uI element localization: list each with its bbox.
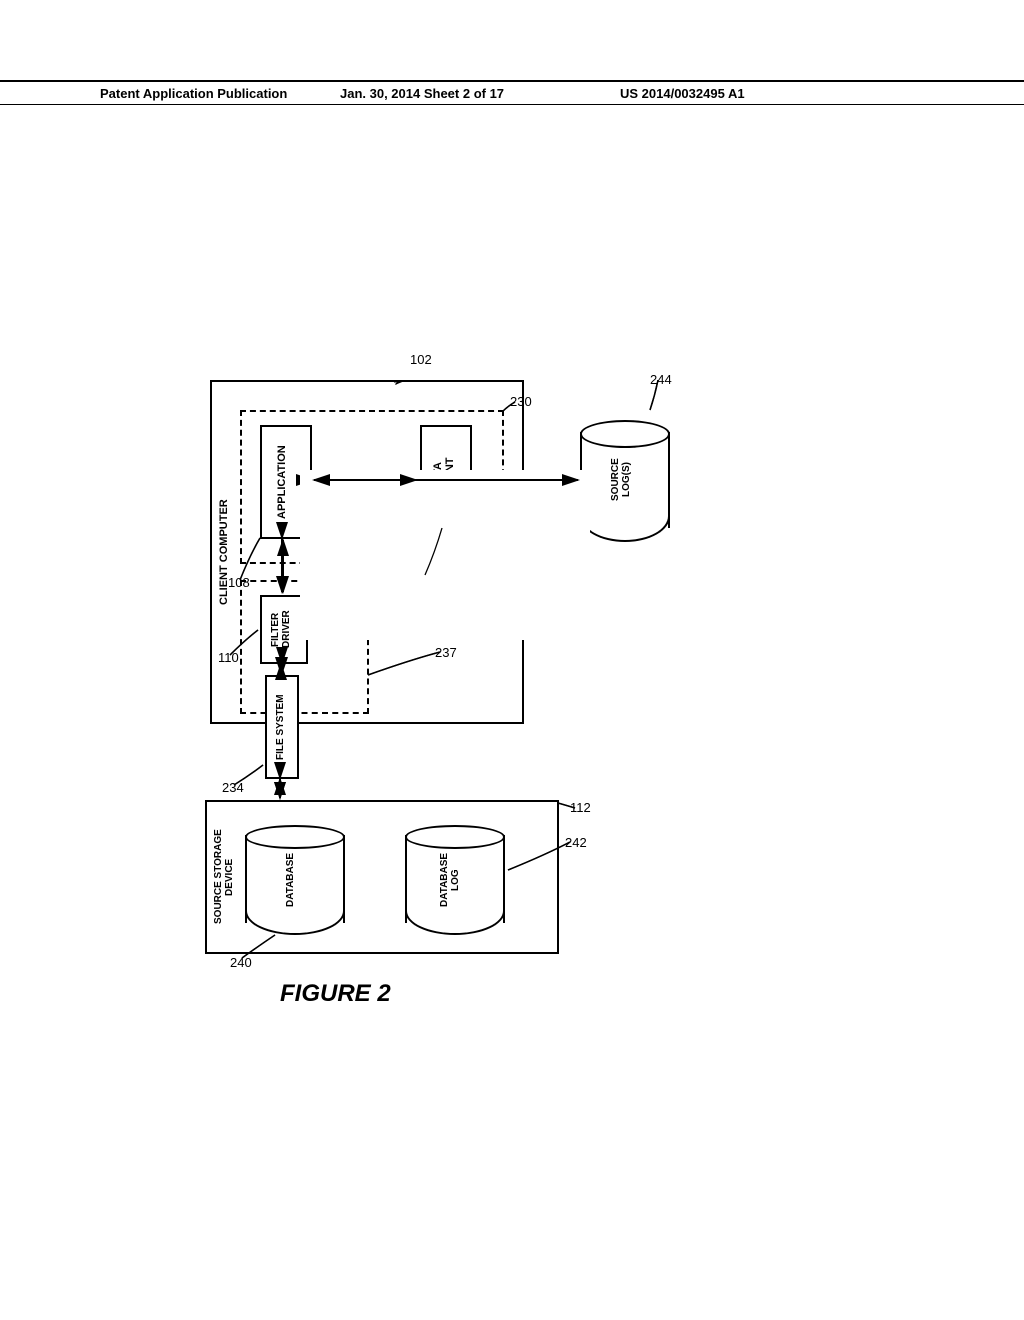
data-agent-label: DATA AGENT (432, 442, 456, 512)
database-label: DATABASE (285, 845, 385, 915)
ref-102: 102 (410, 352, 432, 367)
ref-112: 112 (570, 800, 591, 815)
database-log-label: DATABASE LOG (439, 841, 539, 919)
ref-242: 242 (565, 835, 587, 850)
page-header: Patent Application Publication Jan. 30, … (0, 80, 1024, 105)
header-pub-number: US 2014/0032495 A1 (620, 86, 745, 101)
client-computer-title: CLIENT COMPUTER (218, 472, 230, 632)
ref-230: 230 (510, 394, 532, 409)
source-logs-label: SOURCE LOG(S) (610, 445, 700, 515)
figure-2-diagram: 102 CLIENT COMPUTER 230 APPLICATION 108 … (210, 380, 790, 940)
ref-237: 237 (435, 645, 457, 660)
ref-240: 240 (230, 955, 252, 970)
filter-driver-label: FILTER DRIVER (270, 602, 292, 657)
header-date-sheet: Jan. 30, 2014 Sheet 2 of 17 (340, 86, 504, 101)
filter-driver-box: FILTER DRIVER (260, 595, 308, 664)
file-system-box: FILE SYSTEM (265, 675, 299, 779)
storage-device-title: SOURCE STORAGE DEVICE (213, 817, 235, 937)
database-cylinder: DATABASE (245, 825, 345, 935)
ref-236: 236 (415, 570, 437, 585)
header-publication: Patent Application Publication (100, 86, 287, 101)
application-label: APPLICATION (276, 437, 288, 527)
ref-110: 110 (218, 650, 239, 665)
file-system-label: FILE SYSTEM (275, 685, 286, 769)
application-box: APPLICATION (260, 425, 312, 539)
ref-244: 244 (650, 372, 672, 387)
data-agent-box: DATA AGENT (420, 425, 472, 529)
ref-234: 234 (222, 780, 244, 795)
source-logs-cylinder: SOURCE LOG(S) (580, 420, 670, 540)
database-log-cylinder: DATABASE LOG (405, 825, 505, 935)
figure-caption: FIGURE 2 (280, 980, 391, 1008)
